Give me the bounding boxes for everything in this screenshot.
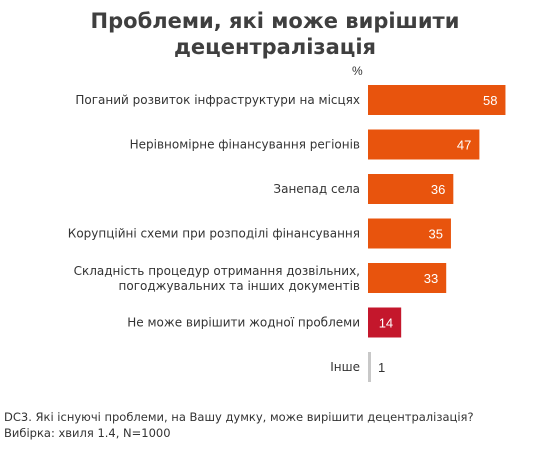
bar xyxy=(368,129,480,160)
bar xyxy=(368,352,371,382)
survey-question: DC3. Які існуючі проблеми, на Вашу думку… xyxy=(4,410,474,424)
bar xyxy=(368,174,454,204)
bar-row: 58 Поганий розвиток інфраструктури на міс… xyxy=(75,85,506,115)
bar-value-label: 47 xyxy=(457,138,471,153)
bar xyxy=(368,307,402,338)
chart-footer: DC3. Які існуючі проблеми, на Вашу думку… xyxy=(4,409,544,441)
bar xyxy=(368,85,506,115)
bar-value-label: 33 xyxy=(424,271,438,286)
bar xyxy=(368,218,451,249)
bar-chart: 58 Поганий розвиток інфраструктури на міс… xyxy=(68,85,506,382)
category-label-line: Складність процедур отримання дозвільних… xyxy=(74,264,360,278)
category-label: Складність процедур отримання дозвільних… xyxy=(74,264,360,293)
category-label: Поганий розвиток інфраструктури на місця… xyxy=(75,93,360,107)
chart-title-line-1: Проблеми, які може вирішити xyxy=(90,9,460,33)
bar-value-label: 35 xyxy=(428,227,442,242)
bar-row: 47 Нерівномірне фінансування регіонів xyxy=(130,129,480,160)
bar-value-label: 14 xyxy=(379,316,393,331)
category-label: Занепад села xyxy=(273,182,360,196)
bar xyxy=(368,263,447,293)
category-label: Не може вирішити жодної проблеми xyxy=(127,316,360,330)
bar-row: 35 Корупційні схеми при розподілі фінансу… xyxy=(68,218,451,249)
bar-row: 14 Не може вирішити жодної проблеми xyxy=(127,307,402,338)
category-label: Нерівномірне фінансування регіонів xyxy=(130,138,360,152)
bar-row: 33 Складність процедур отримання дозвільн… xyxy=(74,263,447,293)
unit-label: % xyxy=(352,64,363,78)
bar-value-label: 36 xyxy=(431,182,445,197)
bar-value-label: 58 xyxy=(483,93,497,108)
chart-title: Проблеми, які може вирішити децентраліза… xyxy=(0,8,550,60)
chart-title-line-2: децентралізація xyxy=(173,35,377,59)
bar-row: 1 Інше xyxy=(330,352,385,382)
category-label: Корупційні схеми при розподілі фінансува… xyxy=(68,227,360,241)
category-label-line: погоджувальних та інших документів xyxy=(119,279,360,293)
category-label: Інше xyxy=(330,360,360,374)
bar-value-label: 1 xyxy=(378,360,385,375)
sample-info: Вибірка: хвиля 1.4, N=1000 xyxy=(4,426,171,440)
bar-row: 36 Занепад села xyxy=(273,174,454,204)
